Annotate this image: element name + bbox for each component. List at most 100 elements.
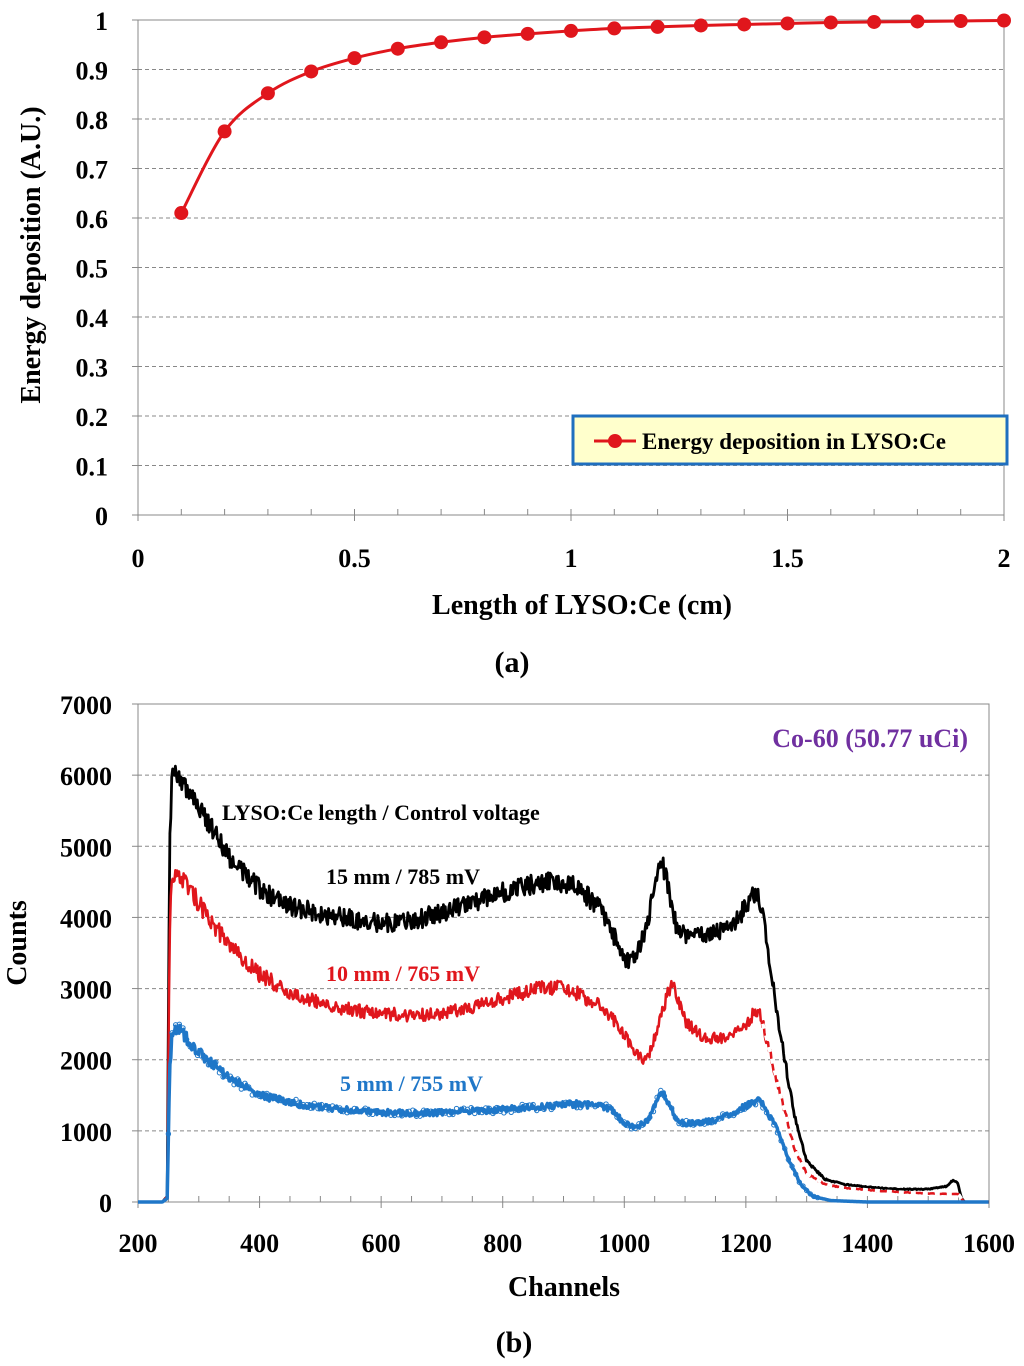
chart-b-data-point	[548, 1106, 555, 1113]
chart-b-data-point	[472, 1110, 478, 1117]
chart-b-series	[137, 764, 990, 1204]
chart-b-data-point	[796, 1179, 803, 1185]
chart-b-series-line	[137, 869, 990, 1204]
a-y-tick-label: 0.1	[76, 453, 109, 482]
a-y-tick-label: 1	[95, 7, 108, 36]
chart-b-data-point	[749, 1099, 755, 1105]
b-y-tick-label: 3000	[60, 976, 112, 1005]
chart-b-data-point	[523, 1103, 529, 1109]
chart-b-data-point	[358, 1108, 365, 1114]
b-y-tick-label: 6000	[60, 762, 112, 791]
chart-b-data-point	[348, 1109, 354, 1115]
chart-b-data-point	[216, 1070, 223, 1076]
b-x-tick-label: 800	[483, 1229, 522, 1258]
b-x-tick-label: 200	[119, 1229, 158, 1258]
chart-b-data-point	[632, 1125, 638, 1132]
a-x-tick-label: 2	[998, 544, 1011, 573]
chart-b-data-point	[479, 1109, 485, 1116]
chart-b-data-point	[727, 1112, 733, 1119]
chart-a-y-ticks: 0 0.1 0.2 0.3 0.4 0.5 0.6 0.7 0.8 0.9 1	[76, 7, 138, 531]
chart-b-data-point	[763, 1109, 770, 1116]
chart-a-data-point	[434, 35, 449, 50]
chart-b-data-point	[504, 1106, 511, 1113]
chart-b-data-point	[530, 1101, 536, 1108]
chart-a-data-point	[217, 124, 232, 139]
chart-b-data-point	[778, 1138, 784, 1144]
chart-b-data-point	[701, 1121, 708, 1127]
chart-a-data-point	[390, 41, 405, 56]
chart-b-data-point	[661, 1093, 668, 1099]
chart-b-data-point	[326, 1107, 332, 1113]
chart-b-data-point	[424, 1108, 431, 1114]
chart-b-data-point	[417, 1113, 423, 1119]
chart-b-data-point	[767, 1115, 773, 1121]
chart-b-data-point	[220, 1074, 226, 1080]
chart-a-data-point	[520, 26, 535, 41]
a-y-tick-label: 0.4	[76, 304, 109, 333]
chart-b-data-point	[191, 1045, 197, 1051]
b-x-tick-label: 400	[240, 1229, 279, 1258]
chart-b-data-point	[322, 1104, 328, 1111]
chart-b-data-point	[413, 1113, 420, 1119]
chart-b-data-point	[793, 1171, 799, 1177]
chart-b-data-point	[249, 1092, 255, 1098]
chart-b-y-axis-label: Counts	[2, 900, 33, 986]
chart-b-data-point	[658, 1087, 664, 1094]
chart-b-data-point	[603, 1101, 609, 1107]
chart-b-data-point	[169, 1030, 175, 1036]
chart-a-legend: Energy deposition in LYSO:Ce	[571, 414, 1009, 466]
chart-b-data-point	[388, 1112, 394, 1118]
chart-a-data-point	[737, 17, 752, 32]
chart-b-data-point	[545, 1102, 551, 1109]
a-x-tick-label: 0.5	[338, 544, 371, 573]
chart-a-data-point	[780, 16, 795, 31]
chart-b-data-point	[380, 1110, 387, 1116]
a-x-tick-label: 1	[565, 544, 578, 573]
chart-b-data-point	[213, 1059, 219, 1065]
chart-b-data-point	[311, 1100, 317, 1106]
chart-b-data-point	[395, 1112, 401, 1118]
chart-b-data-point	[654, 1094, 660, 1101]
chart-b-data-point	[771, 1122, 777, 1128]
chart-b-data-point	[515, 1107, 522, 1114]
chart-b-data-point	[647, 1114, 653, 1120]
chart-b-data-point	[351, 1105, 358, 1112]
chart-b-data-point	[180, 1025, 186, 1031]
chart-b-data-point	[512, 1107, 518, 1113]
chart-b: 0 1000 2000 3000 4000 5000 6000 7000 200 400 600 8…	[2, 691, 1015, 1359]
chart-a-data-point	[564, 23, 578, 38]
b-y-tick-label: 5000	[60, 833, 112, 862]
chart-a-data-point	[910, 14, 925, 29]
chart-b-data-point	[410, 1107, 416, 1113]
chart-b-data-point	[526, 1102, 533, 1108]
chart-b-data-point	[807, 1191, 813, 1197]
chart-b-gridlines	[138, 774, 989, 1132]
chart-b-data-point	[803, 1187, 810, 1194]
b-y-tick-label: 0	[99, 1189, 112, 1218]
a-y-tick-label: 0.2	[76, 403, 109, 432]
chart-a-legend-label: Energy deposition in LYSO:Ce	[642, 429, 946, 454]
chart-b-data-point	[307, 1105, 314, 1111]
chart-b-data-point	[639, 1122, 646, 1128]
b-x-tick-label: 1200	[720, 1229, 772, 1258]
chart-b-data-point	[669, 1105, 675, 1111]
chart-a-x-ticks: 0 0.5 1 1.5 2	[132, 509, 1011, 573]
chart-b-data-point	[293, 1096, 299, 1103]
chart-b-data-point	[698, 1120, 704, 1127]
chart-b-data-point	[446, 1111, 452, 1118]
chart-b-data-point	[227, 1073, 234, 1079]
chart-b-data-point	[607, 1104, 613, 1110]
chart-b-data-point	[537, 1105, 544, 1112]
a-y-tick-label: 0.7	[76, 156, 109, 185]
chart-a-data-point	[477, 30, 492, 45]
chart-b-data-point	[377, 1109, 383, 1115]
chart-b-data-point	[690, 1122, 697, 1128]
a-y-tick-label: 0.9	[76, 57, 109, 86]
chart-b-data-point	[224, 1073, 230, 1079]
chart-b-data-point	[238, 1086, 245, 1092]
b-y-tick-label: 1000	[60, 1118, 112, 1147]
chart-b-data-point	[369, 1111, 376, 1118]
chart-b-data-point	[231, 1081, 237, 1088]
chart-b-data-point	[643, 1117, 649, 1124]
b-x-tick-label: 1000	[598, 1229, 650, 1258]
